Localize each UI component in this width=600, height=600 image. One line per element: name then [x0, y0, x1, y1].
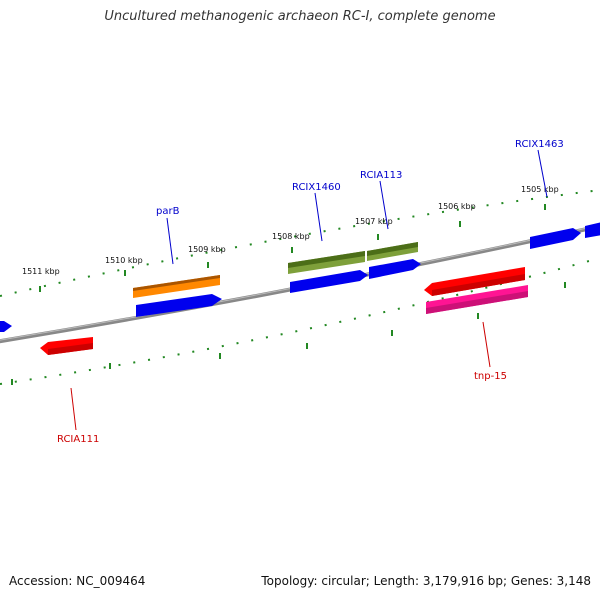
- gene-blue-6[interactable]: [0, 321, 12, 332]
- gene-tnp-15-red-shade: [432, 274, 525, 296]
- gene-blue-5[interactable]: [585, 222, 600, 238]
- gene-label-RCIX1460[interactable]: RCIX1460: [292, 182, 341, 193]
- leader-RCIA113: [379, 180, 389, 230]
- tick-label-1506: 1506 kbp: [438, 202, 476, 211]
- leader-RCIA111: [70, 387, 77, 431]
- leader-parB: [166, 217, 174, 265]
- gene-label-RCIA113[interactable]: RCIA113: [360, 170, 402, 181]
- gene-blue-4[interactable]: [530, 228, 581, 249]
- tick-label-1505: 1505 kbp: [521, 185, 559, 194]
- gene-label-RCIX1463[interactable]: RCIX1463: [515, 139, 564, 150]
- tick-label-1511: 1511 kbp: [22, 267, 60, 276]
- tick-label-1507: 1507 kbp: [355, 217, 393, 226]
- map-title: Uncultured methanogenic archaeon RC-I, c…: [104, 9, 496, 24]
- accession-text: Accession: NC_009464: [9, 574, 146, 588]
- gene-RCIA113-olive-shade: [367, 242, 418, 256]
- major-ticks: [39, 204, 546, 292]
- tick-label-1509: 1509 kbp: [188, 245, 226, 254]
- gene-RCIA111-red-shade: [48, 343, 93, 355]
- gene-label-tnp-15[interactable]: tnp-15: [474, 371, 507, 382]
- genome-summary-text: Topology: circular; Length: 3,179,916 bp…: [261, 574, 591, 588]
- gene-RCIX1460-olive-shade: [288, 251, 365, 268]
- leader-RCIX1463: [537, 149, 548, 198]
- gene-parB-orange-shade: [133, 275, 220, 291]
- gene-label-RCIA111[interactable]: RCIA111: [57, 434, 99, 445]
- leader-tnp-15: [482, 321, 491, 368]
- gene-tnp-15-pink-shade: [426, 291, 528, 314]
- tick-label-1510: 1510 kbp: [105, 256, 143, 265]
- leader-RCIX1460: [314, 192, 323, 242]
- gene-blue-1[interactable]: [136, 294, 222, 317]
- tick-label-1508: 1508 kbp: [272, 232, 310, 241]
- gene-label-parB[interactable]: parB: [156, 206, 180, 217]
- lower-major-ticks: [11, 282, 566, 385]
- gene-blue-3[interactable]: [369, 259, 421, 279]
- gene-blue-2[interactable]: [290, 270, 368, 293]
